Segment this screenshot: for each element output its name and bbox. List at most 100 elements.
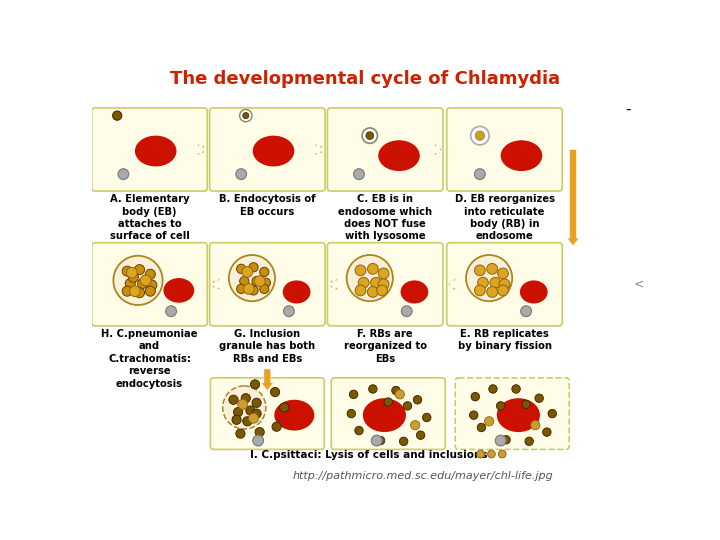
Circle shape xyxy=(355,285,366,296)
FancyArrow shape xyxy=(567,150,579,246)
Text: The developmental cycle of Chlamydia: The developmental cycle of Chlamydia xyxy=(170,70,560,87)
Circle shape xyxy=(384,398,392,406)
Circle shape xyxy=(400,437,408,445)
Circle shape xyxy=(140,275,151,286)
Circle shape xyxy=(118,168,129,179)
Circle shape xyxy=(474,265,485,276)
FancyArrow shape xyxy=(434,143,442,156)
Circle shape xyxy=(423,413,431,422)
Text: I. C.psittaci: Lysis of cells and inclusions: I. C.psittaci: Lysis of cells and inclus… xyxy=(251,450,487,460)
Text: H. C.pneumoniae
and
C.trachomatis:
reverse
endocytosis: H. C.pneumoniae and C.trachomatis: rever… xyxy=(102,329,198,388)
Circle shape xyxy=(401,306,412,316)
Circle shape xyxy=(522,400,531,409)
Circle shape xyxy=(369,384,377,393)
Circle shape xyxy=(474,285,485,296)
Circle shape xyxy=(521,306,531,316)
Circle shape xyxy=(260,267,269,276)
Circle shape xyxy=(127,267,138,278)
Circle shape xyxy=(372,435,382,446)
FancyArrow shape xyxy=(212,278,220,291)
Circle shape xyxy=(378,268,389,279)
FancyArrow shape xyxy=(448,278,455,291)
Ellipse shape xyxy=(378,140,420,171)
Circle shape xyxy=(233,408,243,417)
Circle shape xyxy=(466,255,512,301)
Circle shape xyxy=(240,276,249,286)
Circle shape xyxy=(535,394,544,402)
Circle shape xyxy=(359,278,369,288)
Circle shape xyxy=(346,255,393,301)
Circle shape xyxy=(410,421,420,430)
Circle shape xyxy=(392,386,400,395)
Circle shape xyxy=(485,417,494,426)
Circle shape xyxy=(147,280,157,290)
Circle shape xyxy=(354,168,364,179)
Text: <: < xyxy=(634,278,644,291)
Circle shape xyxy=(166,306,176,316)
Circle shape xyxy=(471,393,480,401)
Circle shape xyxy=(495,435,506,446)
FancyBboxPatch shape xyxy=(92,242,207,326)
Circle shape xyxy=(487,450,495,458)
Circle shape xyxy=(477,423,486,431)
FancyBboxPatch shape xyxy=(328,108,443,191)
FancyBboxPatch shape xyxy=(447,242,562,326)
Circle shape xyxy=(112,111,122,120)
FancyBboxPatch shape xyxy=(210,108,325,191)
Circle shape xyxy=(498,268,508,279)
Circle shape xyxy=(238,400,248,409)
Ellipse shape xyxy=(400,280,428,303)
Circle shape xyxy=(145,286,156,296)
FancyArrow shape xyxy=(261,369,274,390)
Circle shape xyxy=(229,255,275,301)
Circle shape xyxy=(271,387,279,397)
Circle shape xyxy=(499,279,510,289)
Circle shape xyxy=(235,168,246,179)
Text: A. Elementary
body (EB)
attaches to
surface of cell: A. Elementary body (EB) attaches to surf… xyxy=(109,194,189,241)
Circle shape xyxy=(235,429,245,438)
Ellipse shape xyxy=(283,280,310,303)
FancyBboxPatch shape xyxy=(328,242,443,326)
Circle shape xyxy=(498,450,506,458)
Circle shape xyxy=(229,395,238,404)
Ellipse shape xyxy=(520,280,548,303)
Circle shape xyxy=(252,409,261,418)
Circle shape xyxy=(502,436,510,444)
Circle shape xyxy=(272,422,282,431)
Circle shape xyxy=(377,285,387,296)
Circle shape xyxy=(543,428,551,436)
Ellipse shape xyxy=(135,136,176,166)
Circle shape xyxy=(122,286,132,296)
Circle shape xyxy=(125,279,135,288)
FancyBboxPatch shape xyxy=(455,378,570,449)
Circle shape xyxy=(261,278,271,287)
Circle shape xyxy=(525,437,534,445)
Ellipse shape xyxy=(274,400,315,430)
Text: D. EB reorganizes
into reticulate
body (RB) in
endosome: D. EB reorganizes into reticulate body (… xyxy=(454,194,554,241)
Circle shape xyxy=(512,384,521,393)
Circle shape xyxy=(135,265,145,275)
Ellipse shape xyxy=(253,136,294,166)
Circle shape xyxy=(367,287,378,298)
Circle shape xyxy=(138,279,148,288)
Ellipse shape xyxy=(500,140,542,171)
Circle shape xyxy=(122,266,132,276)
Circle shape xyxy=(279,403,289,412)
Circle shape xyxy=(362,128,377,143)
Circle shape xyxy=(255,428,264,437)
Circle shape xyxy=(487,264,498,274)
FancyBboxPatch shape xyxy=(210,242,325,326)
Circle shape xyxy=(498,285,508,296)
Circle shape xyxy=(548,409,557,418)
Circle shape xyxy=(243,112,249,119)
Ellipse shape xyxy=(163,278,194,303)
Circle shape xyxy=(252,276,261,286)
Circle shape xyxy=(240,110,252,122)
Circle shape xyxy=(254,276,265,287)
Circle shape xyxy=(469,411,478,420)
Circle shape xyxy=(413,395,422,404)
Circle shape xyxy=(395,390,405,399)
Text: F. RBs are
reorganized to
EBs: F. RBs are reorganized to EBs xyxy=(343,329,427,364)
Circle shape xyxy=(252,398,261,408)
Circle shape xyxy=(496,402,505,410)
